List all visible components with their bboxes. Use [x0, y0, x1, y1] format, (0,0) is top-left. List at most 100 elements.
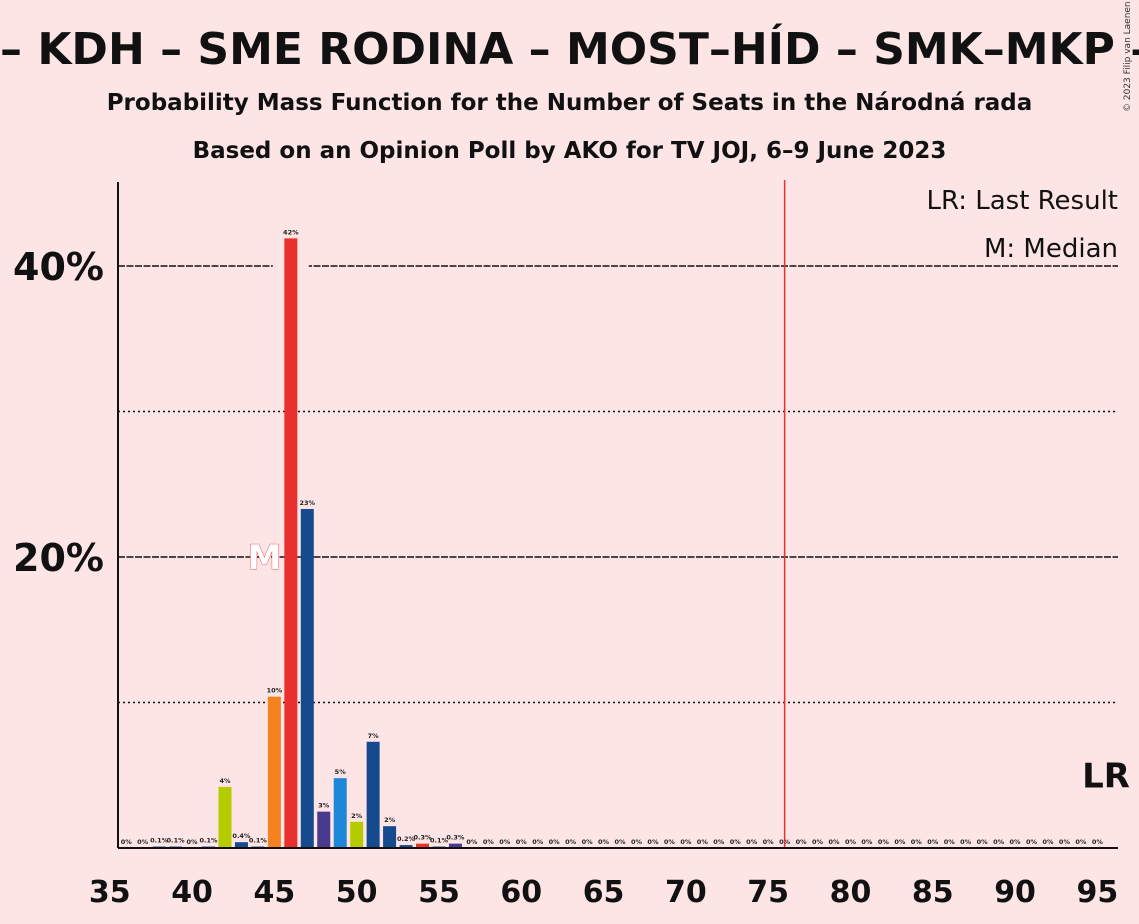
bar-value-label: 0%: [796, 838, 808, 846]
x-tick-label: 75: [747, 875, 789, 910]
legend-last-result: LR: Last Result: [926, 186, 1118, 216]
bar-value-label: 0%: [812, 838, 824, 846]
bar-value-label: 0.1%: [430, 837, 449, 845]
y-tick-label: 20%: [13, 536, 104, 580]
bar-value-label: 0%: [565, 838, 577, 846]
bar-value-label: 0%: [1075, 838, 1087, 846]
data-labels: 0% 0% 0.1%0.1% 0% 0.1%4%0.4%0.1%10%42%23%3%5…: [121, 228, 1130, 846]
bar-value-label: 0%: [483, 838, 495, 846]
bar-value-label: 0.1%: [200, 837, 219, 845]
bar-value-label: 0%: [598, 838, 610, 846]
bar-value-label: 0%: [1059, 838, 1071, 846]
bar-value-label: 0.4%: [232, 832, 251, 840]
bar-value-label: 0.1%: [167, 837, 186, 845]
bar-seat-47: [300, 508, 314, 848]
bar-seat-49: [333, 778, 347, 848]
chart-title: – KDH – SME RODINA – MOST–HÍD – SMK–MKP …: [0, 24, 1139, 75]
bar-value-label: 0%: [746, 838, 758, 846]
bar-value-label: 0.1%: [249, 837, 268, 845]
bar-value-label: 0%: [532, 838, 544, 846]
x-tick-label: 65: [583, 875, 625, 910]
bar-value-label: 0%: [187, 838, 199, 846]
bar-value-label: 0%: [763, 838, 775, 846]
x-tick-label: 45: [253, 875, 295, 910]
bar-seat-56: [448, 843, 462, 848]
x-tick-label: 55: [418, 875, 460, 910]
bar-value-label: 23%: [300, 499, 316, 507]
chart-source-subtitle: Based on an Opinion Poll by AKO for TV J…: [192, 138, 947, 164]
x-tick-label: 95: [1076, 875, 1118, 910]
bar-value-label: 0%: [977, 838, 989, 846]
bar-value-label: 0%: [1010, 838, 1022, 846]
bar-value-label: 0%: [878, 838, 890, 846]
bar-seat-43: [234, 842, 248, 848]
bar-value-label: 7%: [368, 732, 380, 740]
bar-value-label: 0%: [647, 838, 659, 846]
bar-value-label: 0%: [944, 838, 956, 846]
bar-value-label: 3%: [318, 802, 330, 810]
bar-value-label: 0%: [121, 838, 133, 846]
bar-value-label: 10%: [267, 687, 283, 695]
bar-value-label: 0%: [927, 838, 939, 846]
bar-value-label: 0%: [713, 838, 725, 846]
gridlines: [118, 263, 1118, 704]
x-tick-label: 35: [89, 875, 131, 910]
bar-value-label: 0.3%: [446, 834, 465, 842]
bar-value-label: 0.1%: [150, 837, 169, 845]
legend-median: M: Median: [984, 234, 1118, 264]
bar-value-label: 0%: [894, 838, 906, 846]
bar-value-label: 4%: [219, 777, 231, 785]
axes: 20% 40% 35 40 45 50 55 60 65 70 75 80 85 90 95: [13, 180, 1118, 910]
x-tick-label: 40: [171, 875, 213, 910]
bar-value-label: 0%: [631, 838, 643, 846]
bar-value-label: 0%: [861, 838, 873, 846]
bar-value-label: 0%: [828, 838, 840, 846]
bar-seat-54: [416, 843, 430, 848]
y-tick-label: 40%: [13, 245, 104, 289]
bar-value-label: 0%: [960, 838, 972, 846]
median-marker: M: [247, 538, 281, 578]
bar-value-label: 0%: [549, 838, 561, 846]
bar-value-label: 42%: [283, 228, 299, 236]
bar-seat-45: [267, 696, 281, 848]
bar-seat-52: [383, 826, 397, 848]
bar-seat-50: [350, 821, 364, 848]
bar-value-label: 2%: [351, 812, 363, 820]
bar-value-label: 0%: [582, 838, 594, 846]
x-tick-label: 70: [665, 875, 707, 910]
bar-value-label: 0.2%: [397, 835, 416, 843]
bar-value-label: 0%: [664, 838, 676, 846]
bar-value-label: 0%: [697, 838, 709, 846]
bar-value-label: 0%: [499, 838, 511, 846]
bar-value-label: 0%: [615, 838, 627, 846]
bar-value-label: 2%: [384, 816, 396, 824]
bar-value-label: 0%: [911, 838, 923, 846]
last-result-marker: LR: [1082, 756, 1130, 796]
bar-value-label: 0.3%: [413, 834, 432, 842]
x-tick-label: 90: [994, 875, 1036, 910]
bar-seat-53: [399, 845, 413, 848]
bar-value-label: 0%: [1026, 838, 1038, 846]
x-tick-label: 80: [830, 875, 872, 910]
bar-seat-51: [366, 741, 380, 848]
bar-seat-42: [218, 786, 232, 848]
bar-value-label: 0%: [730, 838, 742, 846]
x-tick-label: 50: [336, 875, 378, 910]
bar-value-label: 0%: [466, 838, 478, 846]
bars: [152, 238, 462, 849]
bar-value-label: 0%: [680, 838, 692, 846]
bar-value-label: 0%: [137, 838, 149, 846]
bar-seat-48: [317, 811, 331, 848]
bar-value-label: 0%: [993, 838, 1005, 846]
bar-seat-46: [284, 238, 298, 849]
bar-value-label: 0%: [1042, 838, 1054, 846]
median-marker-outline: M: [247, 538, 281, 578]
x-tick-label: 60: [500, 875, 542, 910]
bar-value-label: 5%: [335, 768, 347, 776]
bar-value-label: 0%: [516, 838, 528, 846]
x-tick-label: 85: [912, 875, 954, 910]
bar-value-label: 0%: [1092, 838, 1104, 846]
chart-subtitle: Probability Mass Function for the Number…: [106, 90, 1033, 116]
bar-value-label: 0%: [845, 838, 857, 846]
